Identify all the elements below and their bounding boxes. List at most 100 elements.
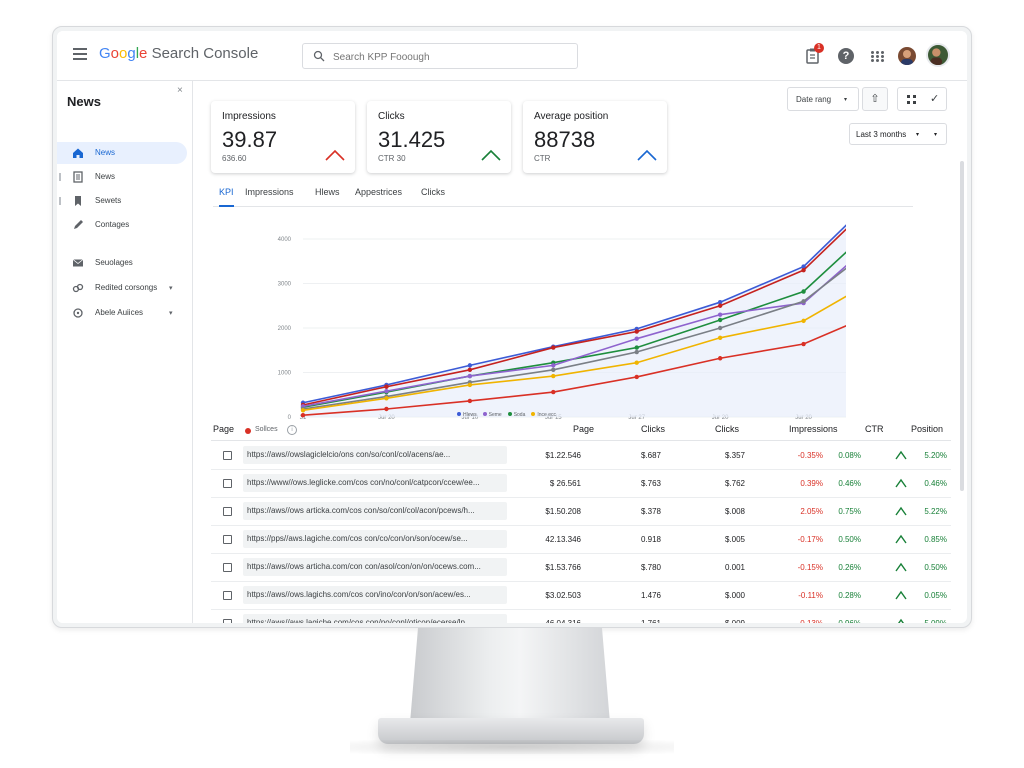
column-header-page-2[interactable]: Page — [573, 424, 595, 434]
date-range-select[interactable]: Date rang ▾ — [787, 87, 859, 111]
row-checkbox[interactable] — [223, 563, 232, 572]
column-header-clicks-2[interactable]: Clicks — [715, 424, 739, 434]
row-checkbox[interactable] — [223, 507, 232, 516]
kpi-card-average-position[interactable]: Average position 88738 CTR — [523, 101, 667, 173]
table-row[interactable]: https://aws//ows.lagichs.com/cos con/ino… — [211, 582, 951, 610]
help-icon[interactable]: ? — [838, 48, 854, 64]
chevron-down-icon[interactable]: ▾ — [169, 310, 173, 317]
tab-impressions[interactable]: Impressions — [245, 187, 294, 197]
y-tick-label: 4000 — [278, 237, 292, 243]
data-point — [801, 267, 806, 273]
legend-item[interactable]: Hlews — [457, 412, 477, 418]
row-checkbox[interactable] — [223, 619, 232, 623]
series-dot — [245, 428, 251, 434]
close-icon[interactable]: × — [177, 85, 183, 96]
table-row[interactable]: https://www//ows.leglicke.com/cos con/no… — [211, 470, 951, 498]
divider — [59, 173, 61, 181]
cell-clicks-2: $.762 — [724, 479, 745, 488]
sidebar-item-sewets[interactable]: Sewets — [57, 190, 187, 212]
scrollbar[interactable] — [960, 161, 964, 491]
trend-chevron-icon — [325, 149, 345, 161]
sidebar-item-contages[interactable]: Contages — [57, 214, 187, 236]
cell-clicks: $.687 — [640, 451, 661, 460]
sidebar-item-label: Contages — [95, 220, 130, 229]
sidebar-item-seuolages[interactable]: Seuolages — [57, 252, 187, 274]
column-header-clicks[interactable]: Clicks — [641, 424, 665, 434]
period-select[interactable]: Last 3 months ▾ ▾ — [849, 123, 947, 145]
sidebar-item-news[interactable]: News — [57, 142, 187, 164]
table-row[interactable]: https://aws//aws.lagiche.com/cos con/no/… — [211, 610, 951, 623]
grid-view-icon[interactable] — [906, 94, 918, 106]
pencil-icon — [74, 220, 83, 229]
table-row[interactable]: https://pps//aws.lagiche.com/cos con/co/… — [211, 526, 951, 554]
column-header-sources[interactable]: Sollces — [255, 426, 278, 433]
chevron-down-icon[interactable]: ▾ — [169, 285, 173, 292]
notifications-button[interactable]: 1 — [802, 43, 824, 67]
data-point — [717, 335, 723, 340]
cell-impressions: 2.05% — [800, 507, 823, 516]
kpi-label: Clicks — [378, 111, 405, 122]
legend-item[interactable]: Ince ecc — [531, 412, 556, 418]
chevron-down-icon: ▾ — [844, 97, 848, 103]
export-button[interactable]: ⇧ — [862, 87, 888, 111]
account-avatar-secondary[interactable] — [898, 47, 916, 65]
cell-clicks: 1.761 — [641, 619, 661, 623]
area-fill — [303, 225, 846, 417]
apps-grid-icon[interactable] — [867, 45, 889, 67]
table-header: Page Sollces i Page Clicks Clicks Impres… — [211, 419, 951, 441]
sidebar-item-redited-corsongs[interactable]: Redited corsongs ▾ — [57, 277, 187, 299]
column-header-page[interactable]: Page — [213, 424, 235, 434]
kpi-label: Impressions — [222, 111, 276, 122]
table-row[interactable]: https://aws//owslagiclelcio/ons con/so/c… — [211, 442, 951, 470]
tab-appestrices[interactable]: Appestrices — [355, 187, 403, 197]
table-row[interactable]: https://aws//ows articha.com/con con/aso… — [211, 554, 951, 582]
tab-clicks[interactable]: Clicks — [421, 187, 445, 197]
column-header-ctr[interactable]: CTR — [865, 424, 884, 434]
legend-item[interactable]: Seme — [482, 412, 502, 418]
logo-letter: g — [127, 45, 136, 62]
row-url[interactable]: https://www//ows.leglicke.com/cos con/no… — [243, 474, 507, 492]
clipboard-icon — [806, 48, 819, 64]
table-row[interactable]: https://aws//ows articka.com/cos con/so/… — [211, 498, 951, 526]
legend-label: Seme — [488, 412, 502, 418]
row-checkbox[interactable] — [223, 479, 232, 488]
legend-label: Soda — [513, 412, 526, 418]
row-url[interactable]: https://aws//owslagiclelcio/ons con/so/c… — [243, 446, 507, 464]
kpi-card-impressions[interactable]: Impressions 39.87 636.60 — [211, 101, 355, 173]
home-icon — [73, 148, 83, 158]
row-checkbox[interactable] — [223, 451, 232, 460]
link-icon — [72, 283, 84, 293]
row-url[interactable]: https://pps//aws.lagiche.com/cos con/co/… — [243, 530, 507, 548]
cell-ctr: 0.46% — [838, 479, 861, 488]
tab-kpi[interactable]: KPI — [219, 187, 234, 207]
cell-ctr: 0.75% — [838, 507, 861, 516]
account-avatar[interactable] — [926, 43, 950, 67]
search-bar[interactable] — [302, 43, 578, 69]
legend-item[interactable]: Soda — [507, 412, 526, 418]
logo-letter: o — [110, 45, 120, 62]
row-url[interactable]: https://aws//ows articka.com/cos con/so/… — [243, 502, 507, 520]
column-header-position[interactable]: Position — [911, 424, 944, 434]
row-url[interactable]: https://aws//aws.lagiche.com/cos con/no/… — [243, 614, 507, 623]
row-checkbox[interactable] — [223, 535, 232, 544]
column-header-impressions[interactable]: Impressions — [789, 424, 838, 434]
sidebar-item-news-2[interactable]: News — [57, 166, 187, 188]
kpi-value: 31.425 — [378, 127, 446, 152]
data-point — [634, 336, 639, 341]
check-icon[interactable]: ✓ — [930, 93, 940, 105]
kpi-card-clicks[interactable]: Clicks 31.425 CTR 30 — [367, 101, 511, 173]
hamburger-menu-icon[interactable] — [73, 48, 87, 60]
logo-letter: o — [119, 45, 128, 62]
row-url[interactable]: https://aws//ows articha.com/con con/aso… — [243, 558, 507, 576]
legend-swatch — [507, 412, 512, 416]
tab-hlews[interactable]: Hlews — [315, 187, 340, 197]
row-url[interactable]: https://aws//ows.lagichs.com/cos con/ino… — [243, 586, 507, 604]
cell-position: 5.09% — [924, 619, 947, 623]
chart-tabs: KPI Impressions Hlews Appestrices Clicks — [213, 183, 913, 207]
row-checkbox[interactable] — [223, 591, 232, 600]
upload-icon: ⇧ — [870, 93, 880, 105]
sidebar-item-abele-auiices[interactable]: Abele Auiices ▾ — [57, 302, 187, 324]
search-input[interactable] — [333, 48, 563, 66]
search-console-logo[interactable]: Google Search Console — [99, 45, 258, 62]
info-icon[interactable]: i — [287, 425, 297, 435]
